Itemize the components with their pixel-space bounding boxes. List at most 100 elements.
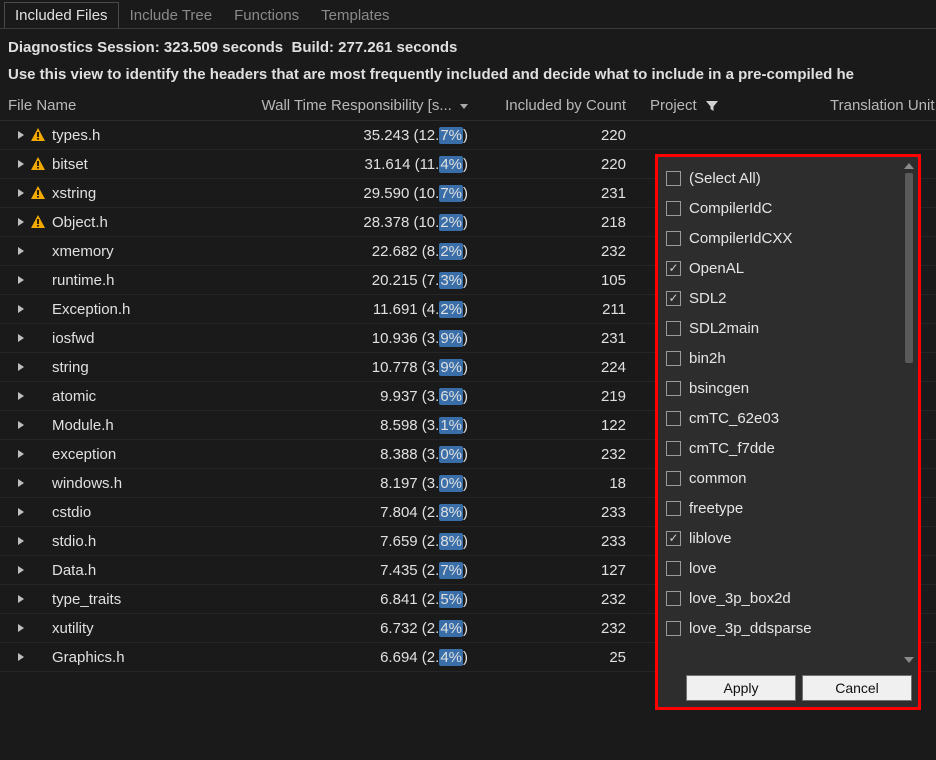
expander-icon[interactable] <box>18 160 24 168</box>
filter-item[interactable]: CompilerIdCXX <box>666 223 914 253</box>
tab-functions[interactable]: Functions <box>223 2 310 28</box>
wall-value-highlight: 7% <box>439 127 463 144</box>
scroll-thumb[interactable] <box>905 173 913 363</box>
file-cell: Exception.h <box>0 301 240 318</box>
filter-item[interactable]: SDL2 <box>666 283 914 313</box>
filter-item-label: freetype <box>689 500 743 517</box>
expander-icon[interactable] <box>18 624 24 632</box>
expander-icon[interactable] <box>18 508 24 516</box>
expander-icon[interactable] <box>18 653 24 661</box>
file-name: Exception.h <box>52 301 130 318</box>
col-header-file[interactable]: File Name <box>0 97 240 114</box>
wall-value-c: ) <box>463 185 468 202</box>
checkbox[interactable] <box>666 261 681 276</box>
expander-icon[interactable] <box>18 189 24 197</box>
checkbox[interactable] <box>666 231 681 246</box>
expander-icon[interactable] <box>18 247 24 255</box>
filter-item[interactable]: liblove <box>666 523 914 553</box>
checkbox[interactable] <box>666 381 681 396</box>
file-cell: windows.h <box>0 475 240 492</box>
file-cell: Data.h <box>0 562 240 579</box>
expander-icon[interactable] <box>18 276 24 284</box>
filter-item[interactable]: OpenAL <box>666 253 914 283</box>
filter-item[interactable]: bsincgen <box>666 373 914 403</box>
wall-time-cell: 6.841 (2.5%) <box>240 591 480 608</box>
icon-placeholder <box>30 446 46 462</box>
wall-value-c: ) <box>463 649 468 666</box>
file-cell: iosfwd <box>0 330 240 347</box>
count-cell: 218 <box>480 214 640 231</box>
filter-item[interactable]: cmTC_f7dde <box>666 433 914 463</box>
checkbox[interactable] <box>666 351 681 366</box>
filter-item[interactable]: freetype <box>666 493 914 523</box>
checkbox[interactable] <box>666 501 681 516</box>
checkbox[interactable] <box>666 471 681 486</box>
checkbox[interactable] <box>666 561 681 576</box>
wall-value-c: ) <box>463 533 468 550</box>
checkbox[interactable] <box>666 321 681 336</box>
checkbox[interactable] <box>666 591 681 606</box>
expander-icon[interactable] <box>18 392 24 400</box>
filter-item[interactable]: love <box>666 553 914 583</box>
expander-icon[interactable] <box>18 479 24 487</box>
checkbox[interactable] <box>666 441 681 456</box>
col-header-count[interactable]: Included by Count <box>480 97 640 114</box>
cancel-button[interactable]: Cancel <box>802 675 912 701</box>
checkbox[interactable] <box>666 411 681 426</box>
filter-item-label: love <box>689 560 717 577</box>
wall-time-cell: 10.778 (3.9%) <box>240 359 480 376</box>
expander-icon[interactable] <box>18 131 24 139</box>
count-cell: 18 <box>480 475 640 492</box>
table-row[interactable]: types.h 35.243 (12.7%) 220 <box>0 121 936 150</box>
expander-icon[interactable] <box>18 218 24 226</box>
col-header-project[interactable]: Project <box>640 97 820 114</box>
checkbox[interactable] <box>666 291 681 306</box>
tab-included-files[interactable]: Included Files <box>4 2 119 28</box>
checkbox[interactable] <box>666 201 681 216</box>
expander-icon[interactable] <box>18 421 24 429</box>
apply-button[interactable]: Apply <box>686 675 796 701</box>
filter-item[interactable]: SDL2main <box>666 313 914 343</box>
filter-icon[interactable] <box>705 99 719 113</box>
expander-icon[interactable] <box>18 305 24 313</box>
col-header-wall[interactable]: Wall Time Responsibility [s... <box>240 97 480 114</box>
filter-scrollbar[interactable] <box>902 163 916 663</box>
wall-value-a: 29.590 (10. <box>363 185 439 202</box>
expander-icon[interactable] <box>18 334 24 342</box>
filter-item[interactable]: common <box>666 463 914 493</box>
scroll-up-icon[interactable] <box>904 163 914 169</box>
filter-item[interactable]: love_3p_ddsparse <box>666 613 914 643</box>
col-header-tu[interactable]: Translation Unit <box>820 97 936 114</box>
checkbox[interactable] <box>666 531 681 546</box>
hint-text: Use this view to identify the headers th… <box>0 60 936 95</box>
wall-value-a: 6.694 (2. <box>380 649 439 666</box>
filter-item[interactable]: CompilerIdC <box>666 193 914 223</box>
count-cell: 224 <box>480 359 640 376</box>
checkbox[interactable] <box>666 171 681 186</box>
tab-include-tree[interactable]: Include Tree <box>119 2 224 28</box>
expander-icon[interactable] <box>18 450 24 458</box>
filter-item[interactable]: bin2h <box>666 343 914 373</box>
file-cell: type_traits <box>0 591 240 608</box>
warning-icon <box>30 185 46 201</box>
session-label: Diagnostics Session: <box>8 39 160 56</box>
wall-value-highlight: 9% <box>439 359 463 376</box>
count-cell: 232 <box>480 620 640 637</box>
wall-value-c: ) <box>463 156 468 173</box>
expander-icon[interactable] <box>18 537 24 545</box>
expander-icon[interactable] <box>18 595 24 603</box>
wall-value-a: 9.937 (3. <box>380 388 439 405</box>
expander-icon[interactable] <box>18 566 24 574</box>
checkbox[interactable] <box>666 621 681 636</box>
icon-placeholder <box>30 272 46 288</box>
icon-placeholder <box>30 649 46 665</box>
wall-value-c: ) <box>463 562 468 579</box>
count-cell: 105 <box>480 272 640 289</box>
filter-item[interactable]: (Select All) <box>666 163 914 193</box>
tab-templates[interactable]: Templates <box>310 2 400 28</box>
wall-value-c: ) <box>463 301 468 318</box>
scroll-down-icon[interactable] <box>904 657 914 663</box>
filter-item[interactable]: love_3p_box2d <box>666 583 914 613</box>
filter-item[interactable]: cmTC_62e03 <box>666 403 914 433</box>
expander-icon[interactable] <box>18 363 24 371</box>
